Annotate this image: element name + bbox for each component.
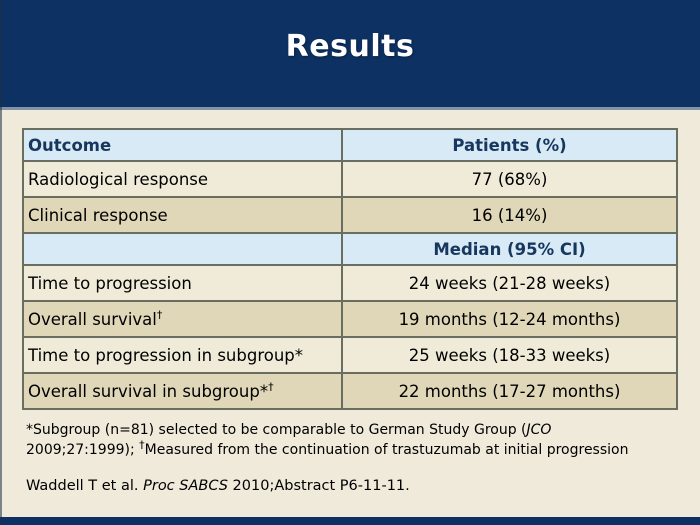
column-header-outcome: Outcome (22, 128, 343, 162)
title-band-divider (0, 107, 700, 110)
table-row-ttp-subgroup: Time to progression in subgroup* 25 week… (22, 336, 678, 374)
table-row-time-to-progression: Time to progression 24 weeks (21-28 week… (22, 264, 678, 302)
cell-text: Overall survival in subgroup* (28, 381, 269, 401)
citation-abstract: 2010;Abstract P6-11-11. (227, 477, 410, 494)
footnote: *Subgroup (n=81) selected to be comparab… (26, 420, 678, 461)
footnote-line1: *Subgroup (n=81) selected to be comparab… (26, 422, 527, 438)
table-header-row: Outcome Patients (%) (22, 128, 678, 162)
outcome-cell: Time to progression (22, 264, 343, 302)
table-row-clinical-response: Clinical response 16 (14%) (22, 196, 678, 234)
table-row-overall-survival: Overall survival† 19 months (12-24 month… (22, 300, 678, 338)
results-table: Outcome Patients (%) Radiological respon… (22, 128, 678, 410)
outcome-cell: Overall survival in subgroup*† (22, 372, 343, 410)
cell-text: Radiological response (28, 169, 209, 189)
cell-text: Time to progression (28, 273, 192, 293)
table-subheader-row-median: Median (95% CI) (22, 232, 678, 266)
cell-text: Outcome (28, 135, 112, 155)
outcome-cell: Time to progression in subgroup* (22, 336, 343, 374)
footnote-line2: 2009;27:1999); (26, 442, 140, 459)
slide-title: Results (285, 29, 415, 64)
cell-text: Median (95% CI) (433, 239, 586, 259)
footnote-journal-italic: JCO (526, 422, 552, 438)
slide-body: Outcome Patients (%) Radiological respon… (0, 128, 700, 494)
value-cell: 25 weeks (18-33 weeks) (341, 336, 678, 374)
table-row-os-subgroup: Overall survival in subgroup*† 22 months… (22, 372, 678, 410)
cell-text: 25 weeks (18-33 weeks) (408, 345, 611, 365)
cell-text: Overall survival (28, 309, 157, 329)
cell-text: Time to progression in subgroup* (28, 345, 304, 365)
table-row-radiological-response: Radiological response 77 (68%) (22, 160, 678, 198)
value-cell: 24 weeks (21-28 weeks) (341, 264, 678, 302)
value-cell: 77 (68%) (341, 160, 678, 198)
dagger-superscript: † (268, 380, 274, 393)
empty-cell (22, 232, 343, 266)
title-band: Results (0, 0, 700, 107)
outcome-cell: Radiological response (22, 160, 343, 198)
value-cell: 22 months (17-27 months) (341, 372, 678, 410)
cell-text: Clinical response (28, 205, 168, 225)
outcome-cell: Clinical response (22, 196, 343, 234)
dagger-superscript: † (139, 438, 145, 452)
cell-text: 22 months (17-27 months) (398, 381, 621, 401)
citation: Waddell T et al. Proc SABCS 2010;Abstrac… (26, 478, 678, 494)
cell-text: 24 weeks (21-28 weeks) (408, 273, 611, 293)
cell-text: Patients (%) (452, 135, 567, 155)
citation-authors: Waddell T et al. (26, 477, 144, 494)
cell-text: 16 (14%) (471, 205, 548, 225)
value-cell: 19 months (12-24 months) (341, 300, 678, 338)
column-header-patients: Patients (%) (341, 128, 678, 162)
cell-text: 19 months (12-24 months) (398, 309, 621, 329)
citation-source-italic: Proc SABCS (143, 477, 228, 494)
left-edge-line (0, 0, 2, 525)
column-header-median: Median (95% CI) (341, 232, 678, 266)
bottom-band (0, 517, 700, 525)
footnote-line2-rest: Measured from the continuation of trastu… (144, 442, 629, 459)
value-cell: 16 (14%) (341, 196, 678, 234)
outcome-cell: Overall survival† (22, 300, 343, 338)
dagger-superscript: † (156, 308, 163, 321)
cell-text: 77 (68%) (471, 169, 548, 189)
